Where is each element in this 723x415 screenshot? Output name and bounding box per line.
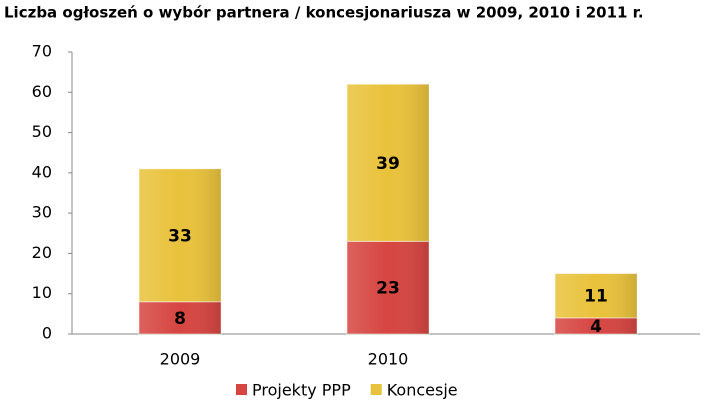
bar-shade bbox=[139, 301, 221, 334]
chart-title: Liczba ogłoszeń o wybór partnera / konce… bbox=[4, 4, 644, 22]
y-tick-label: 20 bbox=[32, 243, 52, 262]
bar-shade bbox=[347, 84, 429, 242]
x-tick-label: 2009 bbox=[160, 350, 201, 369]
data-label: 33 bbox=[168, 226, 192, 246]
x-tick-label: 2010 bbox=[368, 350, 409, 369]
y-tick-label: 0 bbox=[42, 324, 52, 343]
y-tick-label: 10 bbox=[32, 283, 52, 302]
data-label: 39 bbox=[376, 154, 400, 174]
bar-shade bbox=[139, 168, 221, 302]
bar-shade bbox=[347, 241, 429, 334]
legend-label: Koncesje bbox=[387, 381, 458, 400]
y-tick-label: 60 bbox=[32, 82, 52, 101]
legend-label: Projekty PPP bbox=[252, 381, 351, 400]
y-tick-label: 70 bbox=[32, 42, 52, 61]
y-tick-label: 50 bbox=[32, 122, 52, 141]
data-label: 23 bbox=[376, 279, 400, 299]
y-tick-label: 30 bbox=[32, 203, 52, 222]
data-label: 11 bbox=[584, 287, 608, 307]
data-label: 4 bbox=[590, 317, 602, 337]
legend-swatch bbox=[236, 384, 247, 395]
data-label: 8 bbox=[174, 309, 186, 329]
y-tick-label: 40 bbox=[32, 162, 52, 181]
bar-shade bbox=[555, 317, 637, 334]
bar-shade bbox=[555, 273, 637, 318]
legend-swatch bbox=[370, 384, 382, 395]
